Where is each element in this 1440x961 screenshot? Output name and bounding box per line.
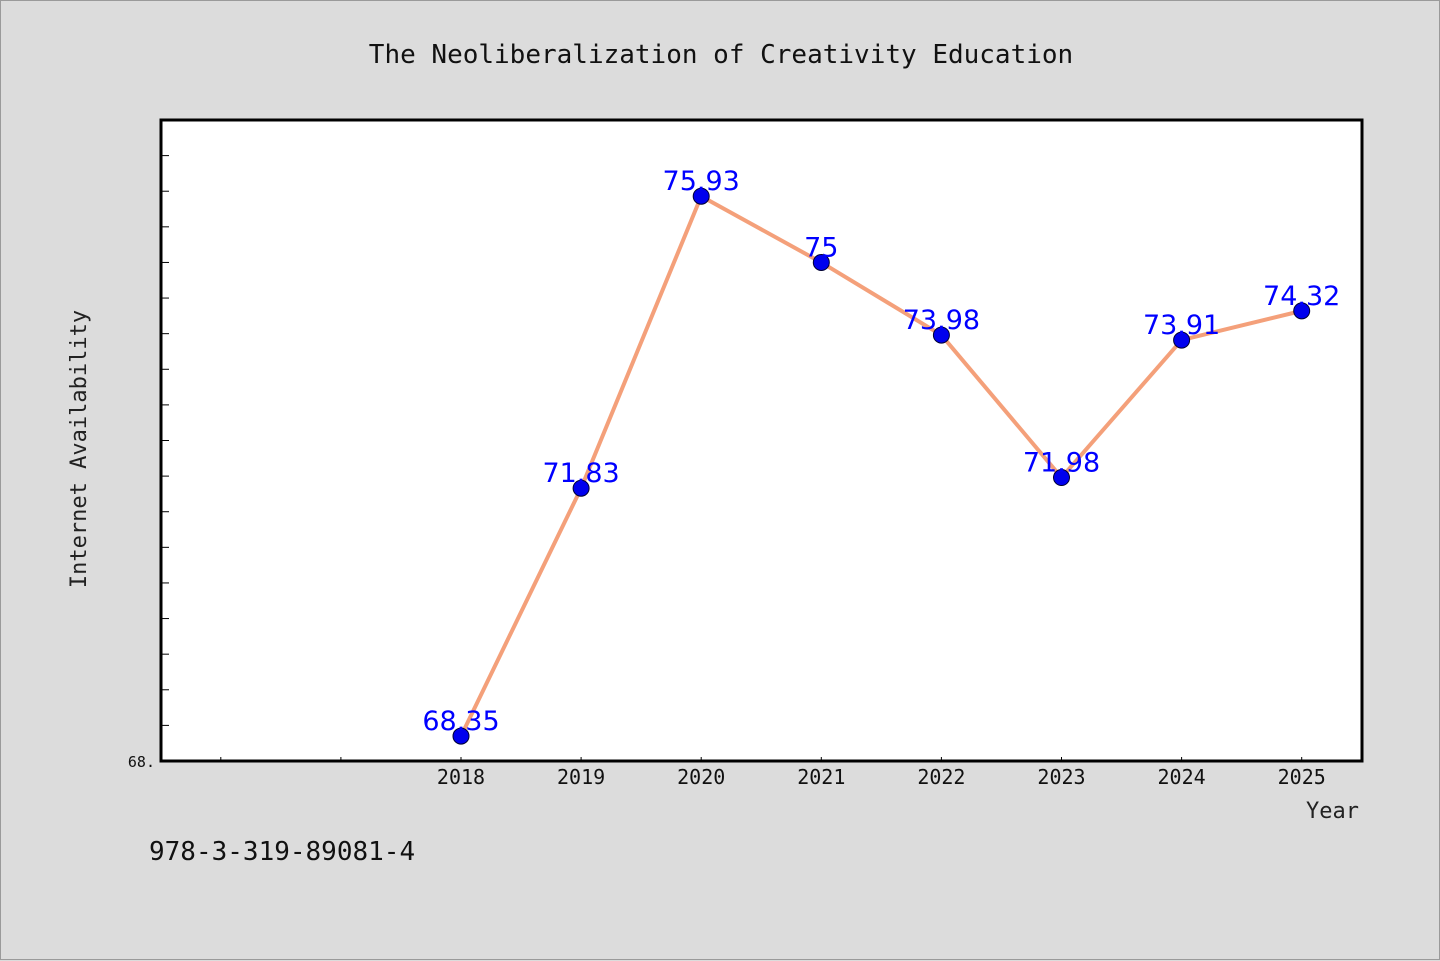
data-label: 71.83 xyxy=(542,458,619,489)
plot-area xyxy=(161,120,1362,761)
x-tick-label: 2018 xyxy=(437,765,485,789)
x-tick-label: 2019 xyxy=(557,765,605,789)
data-label: 75 xyxy=(804,232,838,263)
data-label: 74.32 xyxy=(1263,281,1340,312)
x-axis-label: Year xyxy=(1306,799,1359,824)
x-tick-label: 2021 xyxy=(797,765,845,789)
data-point xyxy=(692,187,710,205)
chart-title: The Neoliberalization of Creativity Educ… xyxy=(369,40,1073,70)
data-point xyxy=(1053,469,1070,487)
data-label: 68.35 xyxy=(422,706,499,737)
data-label: 71.98 xyxy=(1023,448,1100,479)
plot-frame xyxy=(159,118,1364,763)
x-tick-label: 2022 xyxy=(917,765,965,789)
data-point xyxy=(932,326,950,344)
data-label: 73.91 xyxy=(1143,310,1220,341)
data-label: 73.98 xyxy=(903,305,980,336)
data-point xyxy=(572,479,590,497)
data-label: 75.93 xyxy=(663,166,740,197)
data-labels: 68.35 71.83 75.93 75 73.98 71.98 73.91 74.32 xyxy=(422,166,1340,737)
x-tick-label: 2025 xyxy=(1278,765,1326,789)
data-point xyxy=(1293,302,1311,320)
data-point xyxy=(1173,331,1191,349)
data-markers xyxy=(452,187,1311,745)
y-tick-label: 68. xyxy=(128,753,155,771)
footer-isbn: 978-3-319-89081-4 xyxy=(149,837,416,867)
x-tick-label: 2024 xyxy=(1158,765,1206,789)
y-axis-label: Internet Availability xyxy=(67,310,92,588)
data-point xyxy=(812,253,830,271)
x-tick-label: 2020 xyxy=(677,765,725,789)
x-tick-label: 2023 xyxy=(1037,765,1085,789)
series-line xyxy=(459,194,1304,739)
data-point xyxy=(452,727,470,745)
x-axis-ticks: 2018 2019 2020 2021 2022 2023 2024 2025 xyxy=(220,757,1326,789)
